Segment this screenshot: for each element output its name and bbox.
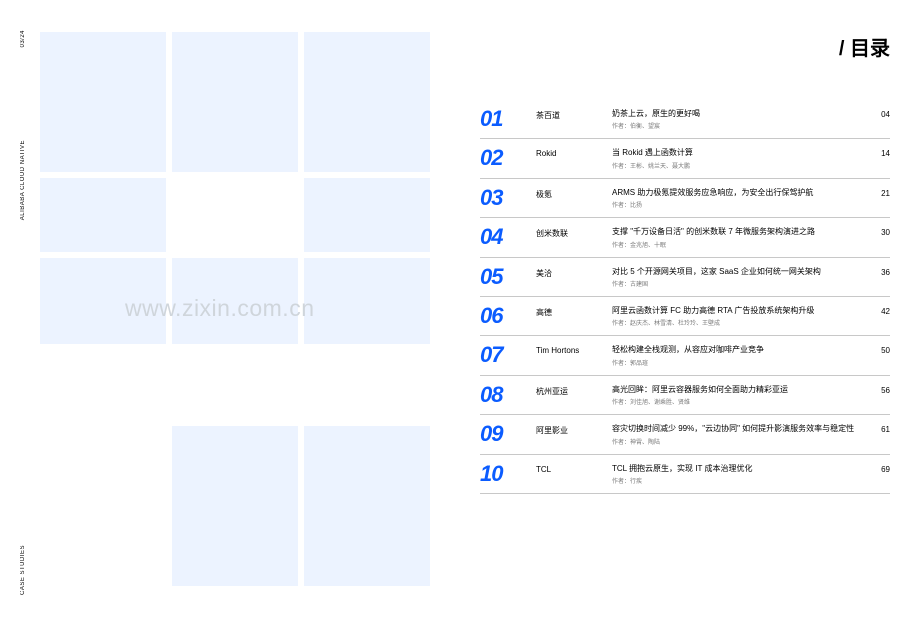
side-label-top: ALIBABA CLOUD NATIVE	[20, 140, 26, 220]
toc-item[interactable]: 07 Tim Hortons 轻松构建全栈观测，从容应对咖啡产业竞争作者：郭品瑄 50	[480, 336, 890, 375]
toc-number: 01	[480, 108, 530, 130]
toc-page: 03/24 ALIBABA CLOUD NATIVE CASE STUDIES …	[0, 0, 920, 625]
toc-number: 06	[480, 305, 530, 327]
toc-author: 作者：金兆旭、十眠	[612, 240, 858, 249]
toc-author: 作者：行疾	[612, 476, 858, 485]
toc-author: 作者：古建国	[612, 279, 858, 288]
decorative-block	[172, 426, 298, 586]
toc-page-number: 50	[864, 344, 890, 355]
toc-page-number: 69	[864, 463, 890, 474]
watermark: www.zixin.com.cn	[125, 295, 314, 322]
toc-item[interactable]: 01 茶百道奶茶上云，原生的更好喝作者：伯衡、望宸 04	[480, 100, 890, 139]
toc-description: 容灾切换时间减少 99%，"云边协同" 如何提升影演服务效率与稳定性	[612, 424, 858, 434]
toc-number: 09	[480, 423, 530, 445]
toc-content: 轻松构建全栈观测，从容应对咖啡产业竞争作者：郭品瑄	[612, 344, 858, 366]
decorative-block	[304, 426, 430, 586]
toc-content: 当 Rokid 遇上函数计算作者：王彬、姚兰天、聂大鹏	[612, 147, 858, 169]
toc-item[interactable]: 04 创米数联支撑 "千万设备日活" 的创米数联 7 年微服务架构演进之路作者：金…	[480, 218, 890, 257]
toc-author: 作者：刘佳旭、谢乘胜、贤维	[612, 397, 858, 406]
toc-company: TCL	[536, 463, 606, 474]
toc-content: ARMS 助力极氪提效服务应急响应，为安全出行保驾护航作者：比扬	[612, 187, 858, 209]
toc-page-number: 36	[864, 266, 890, 277]
toc-description: 轻松构建全栈观测，从容应对咖啡产业竞争	[612, 345, 858, 355]
toc-author: 作者：伯衡、望宸	[612, 121, 858, 130]
toc-description: 阿里云函数计算 FC 助力高德 RTA 广告投放系统架构升级	[612, 306, 858, 316]
toc-company: Tim Hortons	[536, 344, 606, 355]
toc-item[interactable]: 10 TCL TCL 拥抱云原生，实现 IT 成本治理优化作者：行疾 69	[480, 455, 890, 494]
toc-item[interactable]: 09 阿里影业容灾切换时间减少 99%，"云边协同" 如何提升影演服务效率与稳定性…	[480, 415, 890, 454]
toc-company: 高德	[536, 305, 606, 318]
toc-number: 08	[480, 384, 530, 406]
decorative-block	[304, 32, 430, 172]
toc-number: 04	[480, 226, 530, 248]
toc-number: 07	[480, 344, 530, 366]
toc-page-number: 61	[864, 423, 890, 434]
table-of-contents: 01 茶百道奶茶上云，原生的更好喝作者：伯衡、望宸 04 02 Rokid 当 Rokid…	[480, 100, 890, 494]
toc-author: 作者：神霄、陶陆	[612, 437, 858, 446]
toc-description: 奶茶上云，原生的更好喝	[612, 109, 858, 119]
toc-description: 高光回眸：阿里云容器服务如何全面助力精彩亚运	[612, 385, 858, 395]
toc-page-number: 56	[864, 384, 890, 395]
toc-number: 02	[480, 147, 530, 169]
toc-item[interactable]: 08 杭州亚运高光回眸：阿里云容器服务如何全面助力精彩亚运作者：刘佳旭、谢乘胜、贤…	[480, 376, 890, 415]
toc-number: 03	[480, 187, 530, 209]
toc-item[interactable]: 02 Rokid 当 Rokid 遇上函数计算作者：王彬、姚兰天、聂大鹏 14	[480, 139, 890, 178]
toc-company: 阿里影业	[536, 423, 606, 436]
decorative-block	[304, 350, 430, 420]
toc-author: 作者：郭品瑄	[612, 358, 858, 367]
toc-number: 10	[480, 463, 530, 485]
toc-item[interactable]: 05 美洽对比 5 个开源网关项目，这家 SaaS 企业如何统一网关架构作者：古建…	[480, 258, 890, 297]
toc-page-number: 30	[864, 226, 890, 237]
decorative-block	[172, 350, 298, 420]
toc-description: ARMS 助力极氪提效服务应急响应，为安全出行保驾护航	[612, 188, 858, 198]
toc-content: 容灾切换时间减少 99%，"云边协同" 如何提升影演服务效率与稳定性作者：神霄、…	[612, 423, 858, 445]
toc-content: 支撑 "千万设备日活" 的创米数联 7 年微服务架构演进之路作者：金兆旭、十眠	[612, 226, 858, 248]
toc-author: 作者：王彬、姚兰天、聂大鹏	[612, 161, 858, 170]
toc-item[interactable]: 03 极氪 ARMS 助力极氪提效服务应急响应，为安全出行保驾护航作者：比扬 21	[480, 179, 890, 218]
toc-description: 对比 5 个开源网关项目，这家 SaaS 企业如何统一网关架构	[612, 267, 858, 277]
toc-company: 美洽	[536, 266, 606, 279]
page-title: / 目录	[839, 32, 890, 61]
toc-company: 茶百道	[536, 108, 606, 121]
toc-description: TCL 拥抱云原生，实现 IT 成本治理优化	[612, 464, 858, 474]
decorative-block	[40, 426, 166, 586]
toc-company: 杭州亚运	[536, 384, 606, 397]
side-page-number: 03/24	[20, 30, 26, 48]
decorative-block	[304, 258, 430, 344]
toc-item[interactable]: 06 高德阿里云函数计算 FC 助力高德 RTA 广告投放系统架构升级作者：赵庆杰…	[480, 297, 890, 336]
decorative-block	[40, 32, 166, 172]
decorative-block	[40, 350, 166, 420]
toc-author: 作者：比扬	[612, 200, 858, 209]
toc-page-number: 42	[864, 305, 890, 316]
toc-content: 奶茶上云，原生的更好喝作者：伯衡、望宸	[612, 108, 858, 130]
decorative-block	[172, 178, 298, 252]
toc-content: 阿里云函数计算 FC 助力高德 RTA 广告投放系统架构升级作者：赵庆杰、林雪清…	[612, 305, 858, 327]
toc-description: 支撑 "千万设备日活" 的创米数联 7 年微服务架构演进之路	[612, 227, 858, 237]
toc-page-number: 14	[864, 147, 890, 158]
toc-content: TCL 拥抱云原生，实现 IT 成本治理优化作者：行疾	[612, 463, 858, 485]
toc-content: 对比 5 个开源网关项目，这家 SaaS 企业如何统一网关架构作者：古建国	[612, 266, 858, 288]
toc-content: 高光回眸：阿里云容器服务如何全面助力精彩亚运作者：刘佳旭、谢乘胜、贤维	[612, 384, 858, 406]
toc-number: 05	[480, 266, 530, 288]
toc-company: 创米数联	[536, 226, 606, 239]
toc-author: 作者：赵庆杰、林雪清、杜玲玲、王壁成	[612, 318, 858, 327]
side-label-bottom: CASE STUDIES	[20, 545, 26, 595]
toc-company: Rokid	[536, 147, 606, 158]
toc-company: 极氪	[536, 187, 606, 200]
decorative-block	[304, 178, 430, 252]
decorative-block	[172, 32, 298, 172]
toc-page-number: 21	[864, 187, 890, 198]
toc-description: 当 Rokid 遇上函数计算	[612, 148, 858, 158]
decorative-block	[40, 178, 166, 252]
toc-page-number: 04	[864, 108, 890, 119]
